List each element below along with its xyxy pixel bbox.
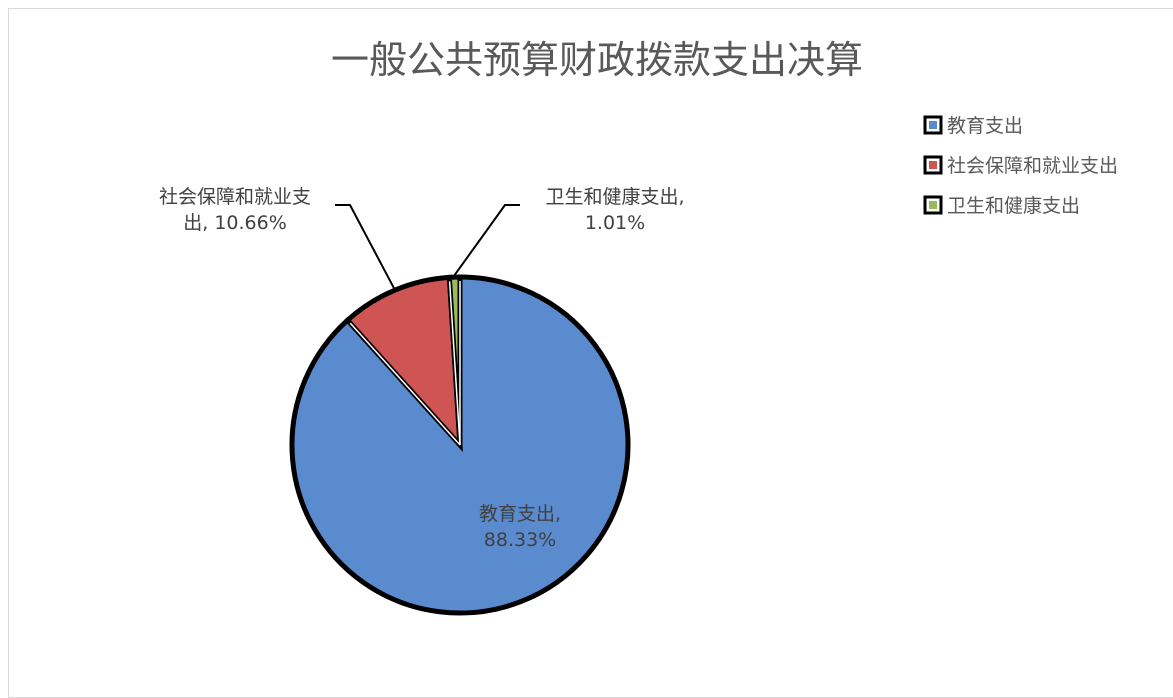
pie-slice-social-security	[344, 274, 463, 453]
leader-lines	[335, 204, 520, 289]
data-labels: 教育支出, 88.33% 社会保障和就业支出, 10.66% 卫生和健康支出, 1.01…	[159, 186, 685, 551]
pie-slices	[289, 274, 631, 616]
data-label-social-security-line2: 出, 10.66%	[183, 212, 287, 234]
pie-chart: 一般公共预算财政拨款支出决算 教育支出, 88.33% 社会保障和就业支出, 10.…	[159, 38, 1118, 616]
leader-line-social-security	[335, 204, 395, 289]
data-label-health-line2: 1.01%	[585, 212, 645, 234]
legend-label-education: 教育支出	[947, 115, 1023, 137]
chart-title: 一般公共预算财政拨款支出决算	[331, 38, 863, 82]
legend-label-social-security: 社会保障和就业支出	[947, 155, 1118, 177]
slice-separator	[448, 281, 461, 446]
data-label-education-line1: 教育支出,	[479, 503, 561, 525]
legend-label-health: 卫生和健康支出	[947, 195, 1080, 217]
data-label-education-line2: 88.33%	[484, 529, 556, 551]
data-label-health-line1: 卫生和健康支出,	[545, 186, 684, 208]
slice-separator	[349, 322, 461, 446]
data-label-social-security-line1: 社会保障和就业支	[159, 186, 311, 208]
leader-line-health	[453, 204, 520, 276]
legend-swatch-fill-education	[929, 121, 937, 129]
legend-swatch-fill-social-security	[929, 161, 937, 169]
legend-swatch-fill-health	[929, 201, 937, 209]
